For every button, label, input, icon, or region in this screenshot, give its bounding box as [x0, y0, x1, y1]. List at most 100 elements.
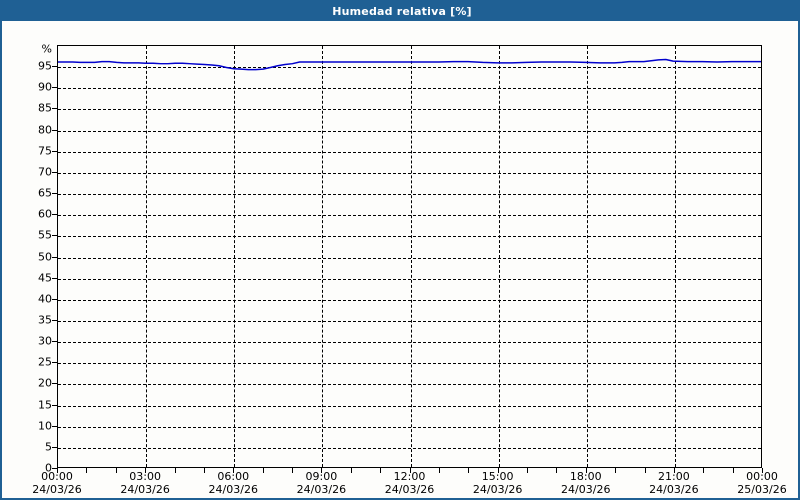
gridline-y-90: [58, 88, 761, 90]
y-axis-tick-60: [52, 214, 57, 216]
gridline-y-5: [58, 447, 761, 449]
y-axis-tick-20: [52, 383, 57, 385]
x-axis-label-time: 18:00: [569, 470, 602, 483]
x-axis-label-6: 18:00 24/03/26: [561, 470, 610, 496]
x-axis-tick-23h: [732, 468, 734, 473]
y-axis-label-65: 65: [38, 186, 52, 200]
gridline-y-55: [58, 236, 761, 238]
y-axis-tick-0: [52, 468, 57, 469]
y-axis-label-30: 30: [38, 334, 52, 348]
y-axis-label-15: 15: [38, 398, 52, 412]
gridline-y-40: [58, 299, 761, 301]
x-axis-label-time: 15:00: [481, 470, 514, 483]
gridline-y-70: [58, 172, 761, 174]
plot-area: [57, 45, 762, 468]
page-title: Humedad relativa [%]: [332, 5, 472, 18]
y-axis-tick-5: [52, 446, 57, 448]
y-axis-label-75: 75: [38, 144, 52, 158]
x-axis-labels: 00:00 24/03/26 03:00 24/03/26 06:00 24/03/26 0…: [2, 470, 798, 498]
gridline-y-35: [58, 320, 761, 322]
y-axis-unit-label: %: [41, 42, 52, 56]
y-axis-tick-75: [52, 150, 57, 152]
x-axis-tick-9h: [321, 468, 323, 473]
y-axis-tick-80: [52, 129, 57, 131]
gridline-x-15h: [498, 46, 500, 467]
y-axis-tick-50: [52, 256, 57, 258]
gridline-y-75: [58, 151, 761, 153]
y-axis-tick-85: [52, 108, 57, 110]
x-axis-label-8: 00:00 25/03/26: [737, 470, 786, 496]
y-axis-tick-40: [52, 298, 57, 300]
series-line-humedad-relativa: [58, 58, 761, 71]
y-axis-label-60: 60: [38, 207, 52, 221]
x-axis-label-date: 24/03/26: [296, 483, 347, 496]
x-axis-label-date: 24/03/26: [472, 483, 523, 496]
x-axis-tick-6h: [233, 468, 235, 473]
x-axis-tick-0h: [57, 468, 58, 473]
x-axis-label-1: 03:00 24/03/26: [120, 470, 169, 496]
x-axis-tick-19h: [615, 468, 617, 473]
y-axis-tick-35: [52, 319, 57, 321]
x-axis-label-date: 24/03/26: [561, 483, 611, 496]
gridline-x-18h: [586, 46, 588, 467]
y-axis-tick-30: [52, 341, 57, 343]
x-axis-label-7: 21:00 24/03/26: [649, 470, 698, 496]
x-axis-label-date: 25/03/26: [737, 483, 787, 496]
x-axis-tick-4h: [174, 468, 176, 473]
x-axis-tick-14h: [468, 468, 470, 473]
gridline-x-6h: [234, 46, 236, 467]
x-axis-label-time: 03:00: [129, 470, 161, 483]
x-axis-tick-10h: [350, 468, 352, 473]
x-axis-tick-15h: [497, 468, 499, 473]
y-axis-label-55: 55: [38, 228, 52, 242]
x-axis-tick-21h: [673, 468, 675, 473]
y-axis-tick-90: [52, 87, 57, 89]
y-axis-tick-25: [52, 362, 57, 364]
y-axis-label-85: 85: [38, 101, 52, 115]
x-axis-label-time: 12:00: [393, 470, 426, 483]
x-axis-tick-18h: [585, 468, 587, 473]
x-axis-tick-1h: [86, 468, 88, 473]
gridline-y-30: [58, 342, 761, 344]
y-axis-label-20: 20: [38, 376, 52, 390]
y-axis-ticks: [2, 45, 57, 469]
y-axis-tick-15: [52, 404, 57, 406]
y-axis-label-95: 95: [38, 59, 52, 73]
y-axis-tick-95: [52, 66, 57, 68]
x-axis-label-time: 09:00: [305, 470, 338, 483]
x-axis-tick-20h: [644, 468, 646, 473]
x-axis-label-date: 24/03/26: [120, 483, 170, 496]
y-axis-label-90: 90: [38, 80, 52, 94]
gridline-y-85: [58, 109, 761, 111]
y-axis-label-10: 10: [38, 419, 52, 433]
y-axis-label-45: 45: [38, 271, 52, 285]
x-axis-tick-22h: [703, 468, 705, 473]
gridline-y-15: [58, 405, 761, 407]
gridline-y-80: [58, 130, 761, 132]
x-axis-label-time: 21:00: [658, 470, 690, 483]
x-axis-tick-5h: [203, 468, 205, 473]
gridline-y-95: [58, 67, 761, 69]
x-axis-tick-3h: [145, 468, 147, 473]
x-axis-label-date: 24/03/26: [384, 483, 435, 496]
x-axis-tick-17h: [556, 468, 558, 473]
y-axis-tick-65: [52, 193, 57, 195]
x-axis-ticks: [2, 21, 798, 498]
gridline-y-10: [58, 426, 761, 428]
gridline-y-45: [58, 278, 761, 280]
gridline-y-20: [58, 384, 761, 386]
y-axis-tick-55: [52, 235, 57, 237]
x-axis-tick-12h: [409, 468, 411, 473]
y-axis-label-0: 0: [45, 461, 52, 475]
y-axis-label-80: 80: [38, 123, 52, 137]
y-axis-label-50: 50: [38, 250, 52, 263]
y-axis-label-70: 70: [38, 165, 52, 179]
x-axis-label-time: 00:00: [41, 470, 73, 483]
x-axis-tick-13h: [438, 468, 440, 473]
gridline-x-3h: [146, 46, 148, 467]
x-axis-label-2: 06:00 24/03/26: [209, 470, 258, 496]
x-axis-label-date: 24/03/26: [32, 483, 82, 496]
chart-canvas: 0 5 10 15 20 25 30 35 40 45 50 55 60 65 70 75 80 85 90 95% …: [2, 21, 798, 498]
x-axis-label-4: 12:00 24/03/26: [385, 470, 434, 496]
